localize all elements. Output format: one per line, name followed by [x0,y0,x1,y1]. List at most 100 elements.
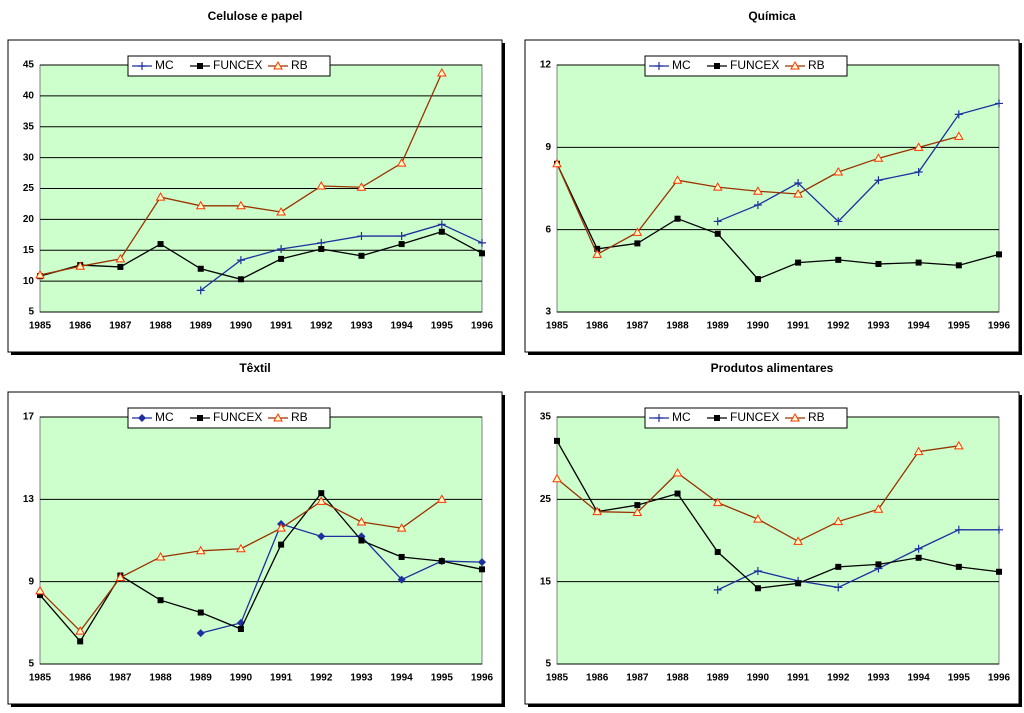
marker [397,232,406,241]
marker [714,230,721,237]
marker [834,217,843,226]
x-tick-label: 1990 [747,321,770,332]
plot-area [39,416,483,665]
marker [915,554,922,561]
x-tick-label: 1985 [29,321,52,332]
y-tick-label: 9 [545,142,551,153]
marker [835,563,842,570]
x-tick-label: 1989 [707,321,730,332]
legend-box [644,55,848,77]
marker [357,232,366,241]
x-tick-label: 1992 [310,673,333,684]
x-tick-label: 1995 [431,321,454,332]
marker [196,286,205,295]
marker [75,261,86,270]
marker [594,245,601,252]
marker [875,561,882,568]
legend-marker [273,60,283,70]
x-tick-label: 1987 [626,673,649,684]
chart-title: Produtos alimentares [711,361,834,375]
series-line [556,440,1000,589]
marker [117,263,124,270]
x-tick-label: 1994 [391,321,414,332]
marker [954,110,963,119]
marker [753,186,763,195]
x-tick-label: 1991 [270,673,293,684]
marker [995,99,1003,108]
legend: MC FUNCEX RB [644,407,848,429]
marker [914,544,923,553]
x-tick-label: 1995 [431,673,454,684]
marker [873,504,884,513]
y-tick-label: 15 [23,245,35,256]
y-tick-label: 17 [23,412,35,423]
y-tick-label: 9 [28,576,34,587]
marker [195,545,206,555]
marker [317,532,326,541]
x-tick-label: 1995 [948,673,971,684]
legend-marker [655,62,663,70]
legend-marker [790,412,800,422]
marker [197,265,204,272]
x-tick-label: 1988 [666,321,689,332]
marker [77,638,84,645]
marker [795,259,802,266]
marker [396,158,407,167]
marker [237,626,244,633]
marker [436,494,447,503]
y-tick-label: 25 [540,494,552,505]
marker [115,253,126,263]
legend-label: FUNCEX [730,410,779,424]
marker [953,131,964,140]
x-tick-label: 1989 [190,321,213,332]
marker [155,192,166,201]
x-tick-label: 1989 [190,673,213,684]
marker [478,238,486,247]
y-tick-label: 35 [23,121,35,132]
series-line [39,231,483,280]
marker [875,260,882,267]
x-tick-label: 1996 [471,673,494,684]
marker [632,507,643,517]
x-tick-label: 1986 [69,321,92,332]
marker [35,269,45,279]
marker [713,217,722,226]
legend-marker [197,63,203,69]
marker [478,558,486,567]
y-tick-label: 40 [23,91,35,102]
marker [479,566,485,573]
legend-marker [138,62,146,70]
legend: MC FUNCEX RB [127,407,331,429]
marker [438,558,445,565]
marker [438,228,445,235]
marker [954,525,963,534]
x-tick-label: 1987 [109,673,132,684]
x-tick-label: 1985 [29,673,52,684]
marker [795,580,802,587]
marker [634,240,641,247]
y-tick-label: 5 [545,659,551,670]
marker [592,249,603,258]
x-tick-label: 1995 [948,321,971,332]
x-tick-label: 1990 [230,321,253,332]
marker [833,516,844,526]
legend-marker [655,414,663,422]
marker [835,256,842,263]
x-tick-label: 1993 [867,673,890,684]
marker [155,551,166,561]
marker [75,626,86,635]
x-tick-label: 1988 [149,321,172,332]
chart-title: Celulose e papel [208,9,303,23]
marker [35,585,45,595]
legend-label: FUNCEX [213,410,262,424]
legend-marker [197,415,203,421]
marker [552,473,562,483]
y-tick-label: 30 [23,152,35,163]
plot-area [556,64,1000,313]
marker [753,200,762,209]
legend: MC FUNCEX RB [127,55,331,77]
x-tick-label: 1996 [988,321,1011,332]
chart-panel: Celulose e papel 5 10 15 20 25 30 35 40 45 1985 198… [7,9,505,355]
y-tick-label: 6 [545,224,551,235]
